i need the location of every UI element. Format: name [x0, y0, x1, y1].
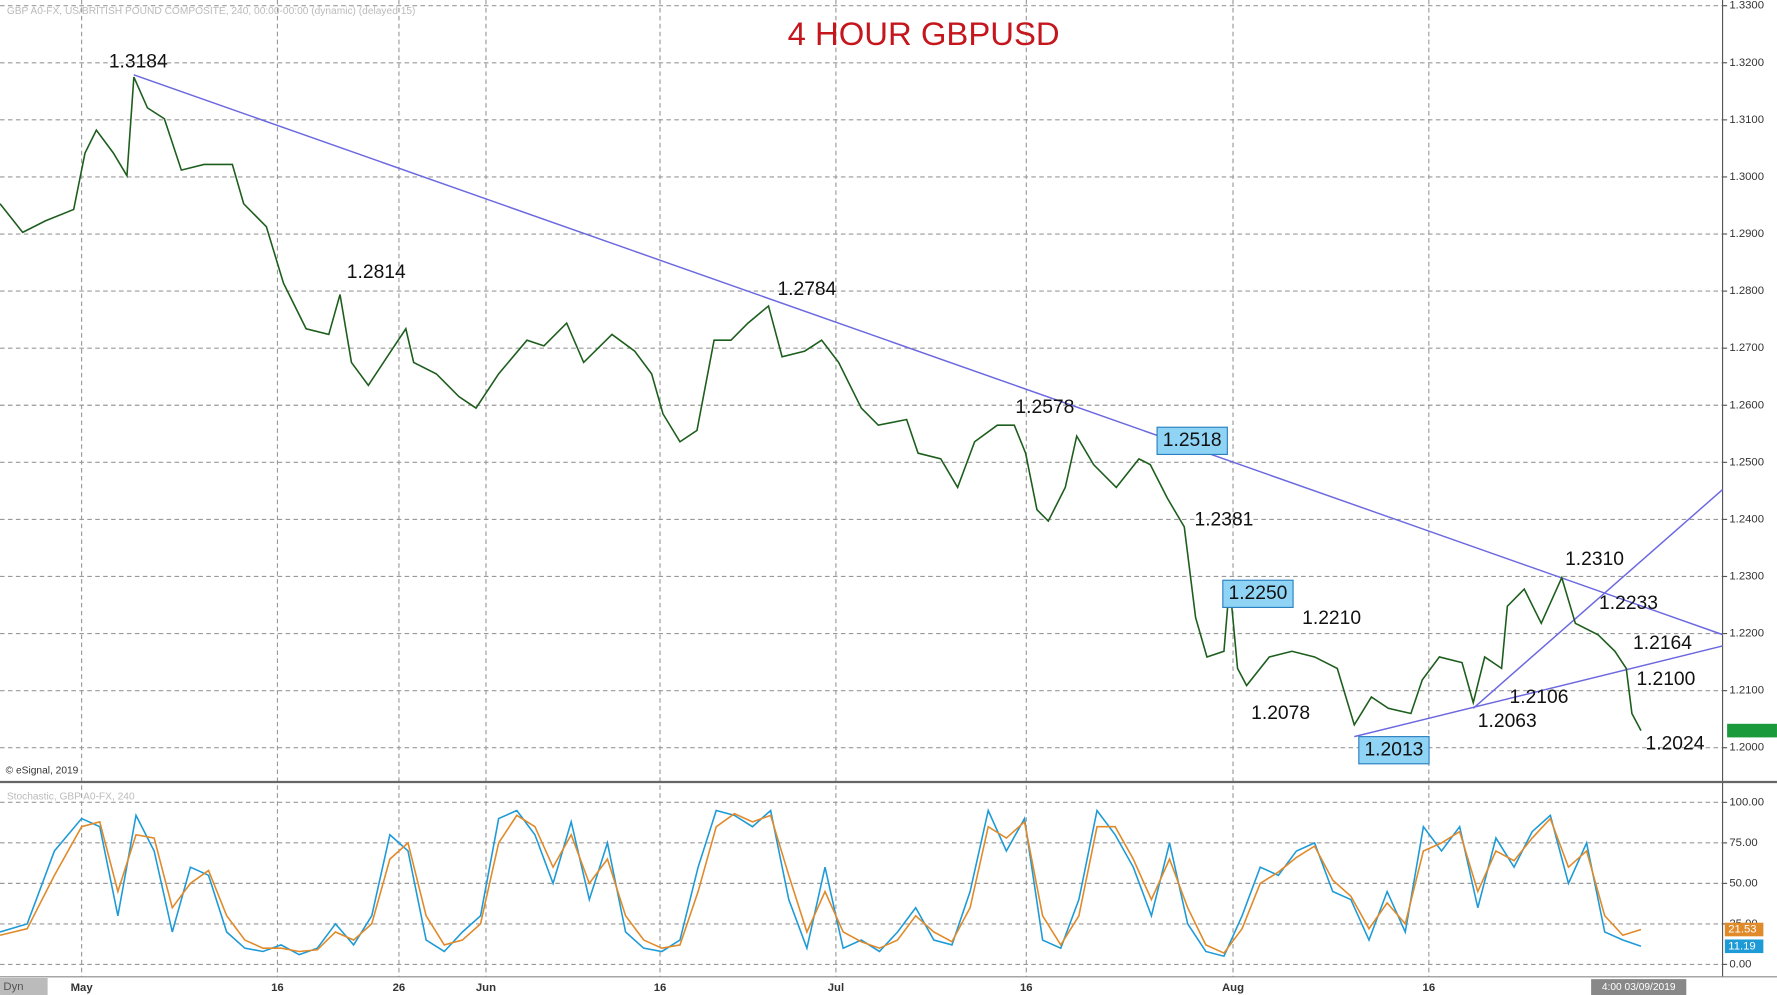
y-tick-label: 1.2300 — [1729, 570, 1764, 582]
annotation-box — [1358, 736, 1430, 765]
data-line — [0, 812, 1642, 955]
mode-box[interactable] — [0, 978, 48, 995]
x-tick-label: Jun — [476, 982, 496, 994]
y-tick-label: 1.3300 — [1729, 0, 1764, 12]
annotation: 1.2250 — [1228, 583, 1287, 604]
data-line — [0, 808, 1642, 958]
annotation: 1.2164 — [1633, 633, 1692, 654]
y-tick-label: 1.2200 — [1729, 628, 1764, 640]
x-tick-label: 26 — [393, 982, 406, 994]
source: © eSignal, 2019 — [6, 765, 79, 776]
x-tick-label: Aug — [1222, 982, 1244, 994]
annotation: 1.2063 — [1478, 711, 1537, 732]
y-tick-label: 1.3200 — [1729, 57, 1764, 69]
annotation: 1.2310 — [1565, 549, 1624, 570]
y-tick-label: 1.2500 — [1729, 456, 1764, 468]
y-tick-label: 0.00 — [1729, 958, 1751, 970]
annotation: 1.2078 — [1251, 703, 1310, 724]
trend-line — [133, 74, 1723, 636]
annotation: 1.2233 — [1599, 593, 1658, 614]
last-value-label: 21.53 — [1728, 924, 1756, 936]
x-tick-label: 16 — [1020, 982, 1033, 994]
annotation: 1.2578 — [1015, 397, 1074, 418]
y-tick-label: 1.3100 — [1729, 114, 1764, 126]
x-tick-label: May — [71, 982, 94, 994]
y-tick-label: 1.2800 — [1729, 285, 1764, 297]
x-tick-label: Jul — [828, 982, 844, 994]
y-tick-label: 1.3000 — [1729, 171, 1764, 183]
x-tick-label: 16 — [654, 982, 667, 994]
annotation: 1.2013 — [1364, 739, 1423, 760]
grid — [0, 0, 1723, 977]
last-value-label: 11.19 — [1728, 940, 1756, 952]
y-tick-label: 50.00 — [1729, 877, 1757, 889]
x-tick-label: 16 — [1423, 982, 1436, 994]
annotation: 1.2024 — [1646, 734, 1705, 755]
y-tick-label: 1.2000 — [1729, 742, 1764, 754]
trend-line — [1354, 645, 1723, 738]
annotation: 1.3184 — [109, 51, 168, 72]
annotation: 1.2100 — [1636, 669, 1695, 690]
last-price-tag — [1727, 723, 1777, 738]
annotation: 1.2210 — [1302, 608, 1361, 629]
annotation: 1.2106 — [1510, 687, 1569, 708]
annotation: 1.2381 — [1194, 509, 1253, 530]
header: GBP A0-FX, US/BRITISH POUND COMPOSITE, 2… — [7, 6, 416, 17]
mode[interactable]: Dyn — [3, 981, 23, 993]
y-tick-label: 1.2400 — [1729, 513, 1764, 525]
data-line — [0, 76, 1642, 731]
last-time: 4:00 03/09/2019 — [1602, 982, 1676, 993]
y-tick-label: 1.2600 — [1729, 399, 1764, 411]
y-tick-label: 1.2700 — [1729, 342, 1764, 354]
annotation: 1.2784 — [777, 279, 836, 300]
y-tick-label: 75.00 — [1729, 837, 1757, 849]
y-tick-label: 1.2900 — [1729, 228, 1764, 240]
annotation: 1.2518 — [1163, 430, 1222, 451]
last-value-tag — [1724, 922, 1764, 937]
trend-lines — [133, 74, 1724, 738]
annotation-box — [1156, 426, 1228, 456]
chart-title: 4 HOUR GBPUSD — [788, 15, 1060, 52]
y-tick-label: 100.00 — [1729, 796, 1764, 808]
last-value-tag — [1724, 939, 1764, 954]
trend-line — [1472, 489, 1724, 709]
y-tick-label: 1.2100 — [1729, 685, 1764, 697]
x-tick-label: 16 — [271, 982, 284, 994]
annotation: 1.2814 — [347, 262, 406, 283]
time-box — [1591, 979, 1687, 995]
indicator-title: Stochastic, GBP A0-FX, 240 — [7, 791, 135, 802]
annotation-box — [1222, 579, 1294, 608]
